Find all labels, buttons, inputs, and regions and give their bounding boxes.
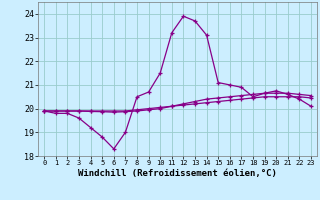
- X-axis label: Windchill (Refroidissement éolien,°C): Windchill (Refroidissement éolien,°C): [78, 169, 277, 178]
